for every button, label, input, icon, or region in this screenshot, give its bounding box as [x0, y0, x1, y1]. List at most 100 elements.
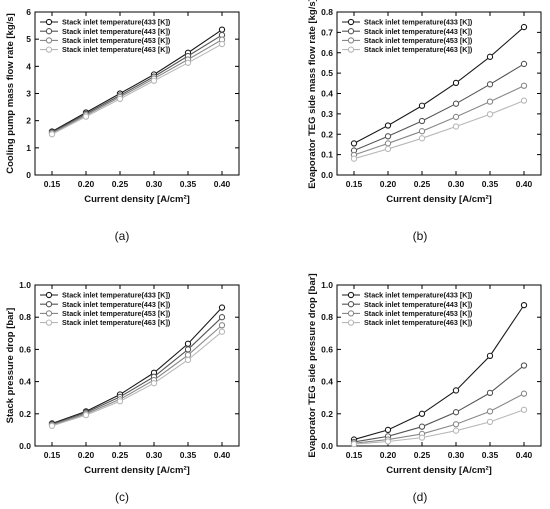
legend: Stack inlet temperature(433 [K])Stack in…: [40, 18, 171, 54]
data-point: [418, 102, 426, 109]
data-point: [486, 389, 494, 397]
chart-panel-b: 0.15 0.20 0.25 0.30 0.35 0.40 0.0 0.1 0.2 0.3 0.4 0…: [307, 0, 542, 243]
x-tick-label: 0.20: [78, 179, 95, 189]
legend-swatch-marker: [45, 46, 53, 53]
y-tick-label: 1: [26, 143, 31, 153]
y-tick-label: 0.1: [321, 150, 333, 160]
data-point: [452, 409, 460, 416]
x-tick-label: 0.30: [146, 450, 163, 460]
x-tick-label: 0.15: [346, 179, 363, 189]
series-line-4: [353, 409, 525, 445]
data-point: [520, 60, 528, 68]
y-tick-label: 0.0: [19, 441, 31, 451]
y-tick-label: 0.8: [321, 7, 333, 17]
data-point: [150, 380, 158, 387]
data-point: [384, 140, 392, 147]
series-line-1: [353, 304, 525, 441]
y-tick-label: 0: [26, 170, 31, 180]
data-point: [486, 81, 494, 88]
series-line-2: [51, 316, 223, 425]
data-point: [218, 322, 226, 329]
data-point: [384, 426, 392, 434]
legend-swatch-marker: [45, 28, 53, 35]
legend-swatch-marker: [347, 46, 355, 53]
y-axis-label: Evaporator TEG side mass flow rate [kg/s…: [307, 0, 318, 189]
panel-caption: (b): [413, 229, 428, 243]
x-tick-label: 0.40: [214, 179, 231, 189]
legend-entry-label: Stack inlet temperature(443 [K]): [364, 300, 473, 309]
y-tick-label: 1.0: [19, 280, 31, 290]
y-axis-label: Cooling pump mass flow rate [kg/s]: [5, 13, 16, 173]
legend-entry-label: Stack inlet temperature(443 [K]): [364, 27, 473, 36]
data-point: [184, 346, 192, 353]
series-line-2: [51, 34, 223, 133]
y-tick-label: 0.6: [321, 48, 333, 58]
data-point: [218, 304, 226, 311]
legend-entry-label: Stack inlet temperature(463 [K]): [364, 318, 473, 327]
x-tick-label: 0.30: [448, 450, 465, 460]
legend-entry-label: Stack inlet temperature(463 [K]): [62, 45, 171, 54]
data-point: [184, 59, 192, 66]
series-line-3: [353, 85, 525, 156]
series-line-3: [353, 393, 525, 444]
x-tick-label: 0.40: [516, 179, 533, 189]
data-point: [452, 387, 460, 394]
data-point: [418, 434, 426, 441]
data-point: [350, 440, 358, 448]
x-axis-label: Current density [A/cm²]: [386, 465, 492, 476]
data-point: [452, 427, 460, 434]
data-point: [452, 100, 460, 107]
data-point: [486, 111, 494, 118]
x-tick-label: 0.40: [516, 450, 533, 460]
data-point: [48, 422, 56, 430]
x-tick-label: 0.15: [346, 450, 363, 460]
legend-entry-label: Stack inlet temperature(453 [K]): [62, 309, 171, 318]
data-point: [184, 340, 192, 347]
x-tick-label: 0.20: [380, 179, 397, 189]
data-point: [520, 406, 528, 413]
series-line-3: [51, 39, 223, 134]
legend-entry-label: Stack inlet temperature(453 [K]): [364, 36, 473, 45]
data-point: [350, 140, 358, 147]
y-tick-label: 6: [26, 7, 31, 17]
legend-swatch-marker: [45, 37, 53, 44]
series-line-2: [353, 365, 525, 443]
data-point: [184, 356, 192, 364]
data-point: [218, 314, 226, 321]
y-tick-label: 0.2: [321, 409, 333, 419]
y-tick-label: 0.8: [321, 312, 333, 322]
x-tick-label: 0.25: [112, 450, 129, 460]
data-point: [384, 145, 392, 153]
data-point: [218, 328, 226, 335]
data-point: [486, 53, 494, 60]
data-point: [486, 408, 494, 415]
y-axis-label: Evaporator TEG side pressure drop [bar]: [307, 273, 318, 457]
data-point: [452, 113, 460, 121]
data-point: [418, 128, 426, 135]
y-tick-label: 0.6: [19, 344, 31, 354]
data-point: [350, 155, 358, 162]
legend-swatch-marker: [347, 319, 355, 326]
y-tick-label: 0.0: [321, 441, 333, 451]
x-tick-label: 0.25: [414, 179, 431, 189]
data-point: [218, 26, 226, 33]
y-tick-label: 4: [26, 61, 31, 71]
data-point: [520, 97, 528, 104]
y-tick-label: 5: [26, 34, 31, 44]
data-point: [82, 411, 90, 419]
x-tick-label: 0.15: [44, 450, 61, 460]
legend-entry-label: Stack inlet temperature(463 [K]): [62, 318, 171, 327]
data-point: [452, 79, 460, 87]
x-tick-label: 0.20: [78, 450, 95, 460]
data-point: [486, 418, 494, 425]
data-point: [452, 421, 460, 428]
data-point: [520, 82, 528, 89]
y-tick-label: 0.5: [321, 68, 333, 78]
x-axis-label: Current density [A/cm²]: [386, 194, 492, 205]
data-point: [116, 398, 124, 405]
y-tick-label: 0.2: [19, 409, 31, 419]
x-tick-label: 0.30: [146, 179, 163, 189]
legend-swatch-marker: [347, 291, 355, 299]
x-tick-label: 0.35: [482, 450, 499, 460]
